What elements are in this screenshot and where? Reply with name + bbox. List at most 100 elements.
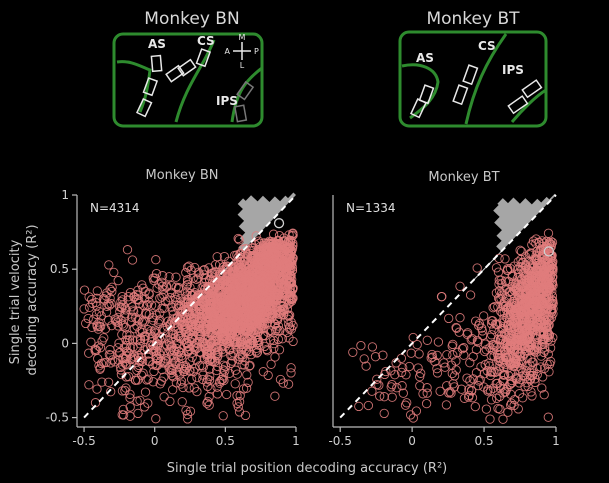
- scatter-point: [157, 281, 168, 291]
- scatter-point: [212, 348, 223, 358]
- scatter-point: [144, 356, 155, 367]
- scatter-point: [129, 323, 140, 334]
- scatter-point: [494, 275, 504, 285]
- scatter-point: [249, 256, 259, 267]
- scatter-point: [201, 309, 212, 319]
- scatter-point: [545, 281, 555, 292]
- scatter-point: [148, 340, 158, 351]
- scatter-point: [201, 343, 211, 354]
- scatter-point: [121, 359, 131, 369]
- scatter-point: [192, 355, 202, 365]
- scatter-point: [221, 304, 231, 315]
- scatter-point: [542, 289, 552, 300]
- array-marker: [142, 77, 159, 97]
- scatter-point: [129, 292, 139, 302]
- scatter-point: [545, 343, 556, 353]
- scatter-point: [178, 306, 188, 316]
- scatter-point: [252, 348, 262, 358]
- scatter-point: [97, 336, 107, 346]
- scatter-point: [257, 285, 267, 295]
- scatter-point: [170, 333, 181, 343]
- scatter-point: [83, 313, 93, 324]
- scatter-point: [488, 303, 498, 313]
- compass-label-posterior: P: [254, 47, 259, 56]
- scatter-point: [378, 350, 388, 360]
- scatter-point: [474, 376, 484, 386]
- scatter-point: [212, 389, 223, 399]
- scatter-point: [516, 287, 526, 298]
- scatter-point: [496, 288, 507, 298]
- scatter-point: [182, 274, 193, 285]
- scatter-point: [287, 265, 297, 276]
- scatter-point: [176, 379, 186, 389]
- y-tick-label: 0: [61, 336, 69, 350]
- scatter-point: [258, 367, 268, 377]
- scatter-point: [457, 344, 468, 354]
- scatter-point: [91, 297, 101, 308]
- scatter-point: [503, 325, 513, 335]
- scatter-point: [152, 283, 162, 293]
- scatter-point: [207, 331, 217, 341]
- scatter-point: [372, 374, 382, 384]
- compass-rose-bn: M L A P: [225, 33, 259, 70]
- scatter-point: [492, 366, 502, 377]
- scatter-point: [288, 336, 298, 347]
- scatter-point: [103, 315, 114, 325]
- array-marker: [521, 79, 543, 99]
- scatter-point: [531, 291, 542, 301]
- scatter-point: [223, 333, 233, 344]
- scatter-point: [270, 391, 280, 401]
- scatter-point: [87, 322, 97, 332]
- array-marker: [150, 54, 163, 73]
- scatter-point: [182, 291, 192, 301]
- scatter-point: [238, 384, 249, 394]
- scatter-panel-bn: Monkey BN N=4314 -0.5 0 0.5 1 -0.5 0 0.5 1: [46, 168, 300, 448]
- scatter-point: [526, 277, 536, 287]
- scatter-point: [448, 350, 458, 360]
- scatter-point: [531, 234, 541, 244]
- scatter-point: [265, 305, 276, 315]
- array-marker: [462, 64, 479, 86]
- scatter-point: [213, 361, 223, 372]
- compass-label-lateral: L: [240, 61, 245, 70]
- scatter-point: [455, 281, 465, 291]
- scatter-point: [196, 330, 206, 341]
- scatter-point: [505, 324, 515, 334]
- scatter-point: [278, 305, 289, 315]
- scatter-point: [265, 299, 275, 309]
- scatter-point: [137, 317, 147, 327]
- scatter-point: [283, 379, 294, 389]
- scatter-point: [109, 267, 119, 278]
- scatter-point: [104, 349, 115, 360]
- scatter-point: [486, 395, 497, 405]
- scatter-point: [544, 320, 554, 330]
- scatter-point: [208, 316, 218, 326]
- scatter-point: [79, 285, 90, 295]
- scatter-point: [135, 333, 146, 344]
- scatter-point: [286, 368, 296, 378]
- x-tick-label: -0.5: [328, 434, 351, 448]
- scatter-point: [236, 324, 246, 335]
- scatter-point: [187, 348, 197, 358]
- scatter-point: [435, 386, 445, 396]
- scatter-point: [103, 377, 114, 387]
- scatter-point: [284, 278, 295, 289]
- scatter-point: [258, 260, 268, 271]
- scatter-point: [182, 409, 193, 420]
- scatter-point: [177, 397, 187, 407]
- scatter-point: [222, 305, 232, 315]
- scatter-point: [502, 321, 513, 331]
- scatter-point: [495, 350, 505, 360]
- scatter-point: [182, 279, 193, 290]
- scatter-point: [255, 270, 266, 280]
- scatter-point: [186, 332, 197, 343]
- scatter-point: [229, 338, 239, 348]
- scatter-point: [149, 275, 159, 286]
- scatter-point: [190, 363, 200, 374]
- scatter-point: [257, 309, 267, 320]
- scatter-point: [206, 354, 217, 364]
- scatter-point: [194, 304, 204, 314]
- scatter-point: [286, 363, 296, 373]
- axes-bn: -0.5 0 0.5 1 -0.5 0 0.5 1: [46, 188, 300, 448]
- scatter-point: [233, 402, 243, 412]
